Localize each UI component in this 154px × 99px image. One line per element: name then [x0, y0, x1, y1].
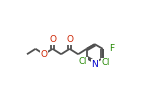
Text: F: F [109, 44, 114, 53]
Text: N: N [91, 60, 98, 69]
Text: O: O [49, 35, 56, 44]
Text: Cl: Cl [79, 57, 87, 66]
Text: Cl: Cl [102, 58, 110, 67]
Text: O: O [41, 50, 48, 59]
Text: O: O [66, 35, 73, 44]
